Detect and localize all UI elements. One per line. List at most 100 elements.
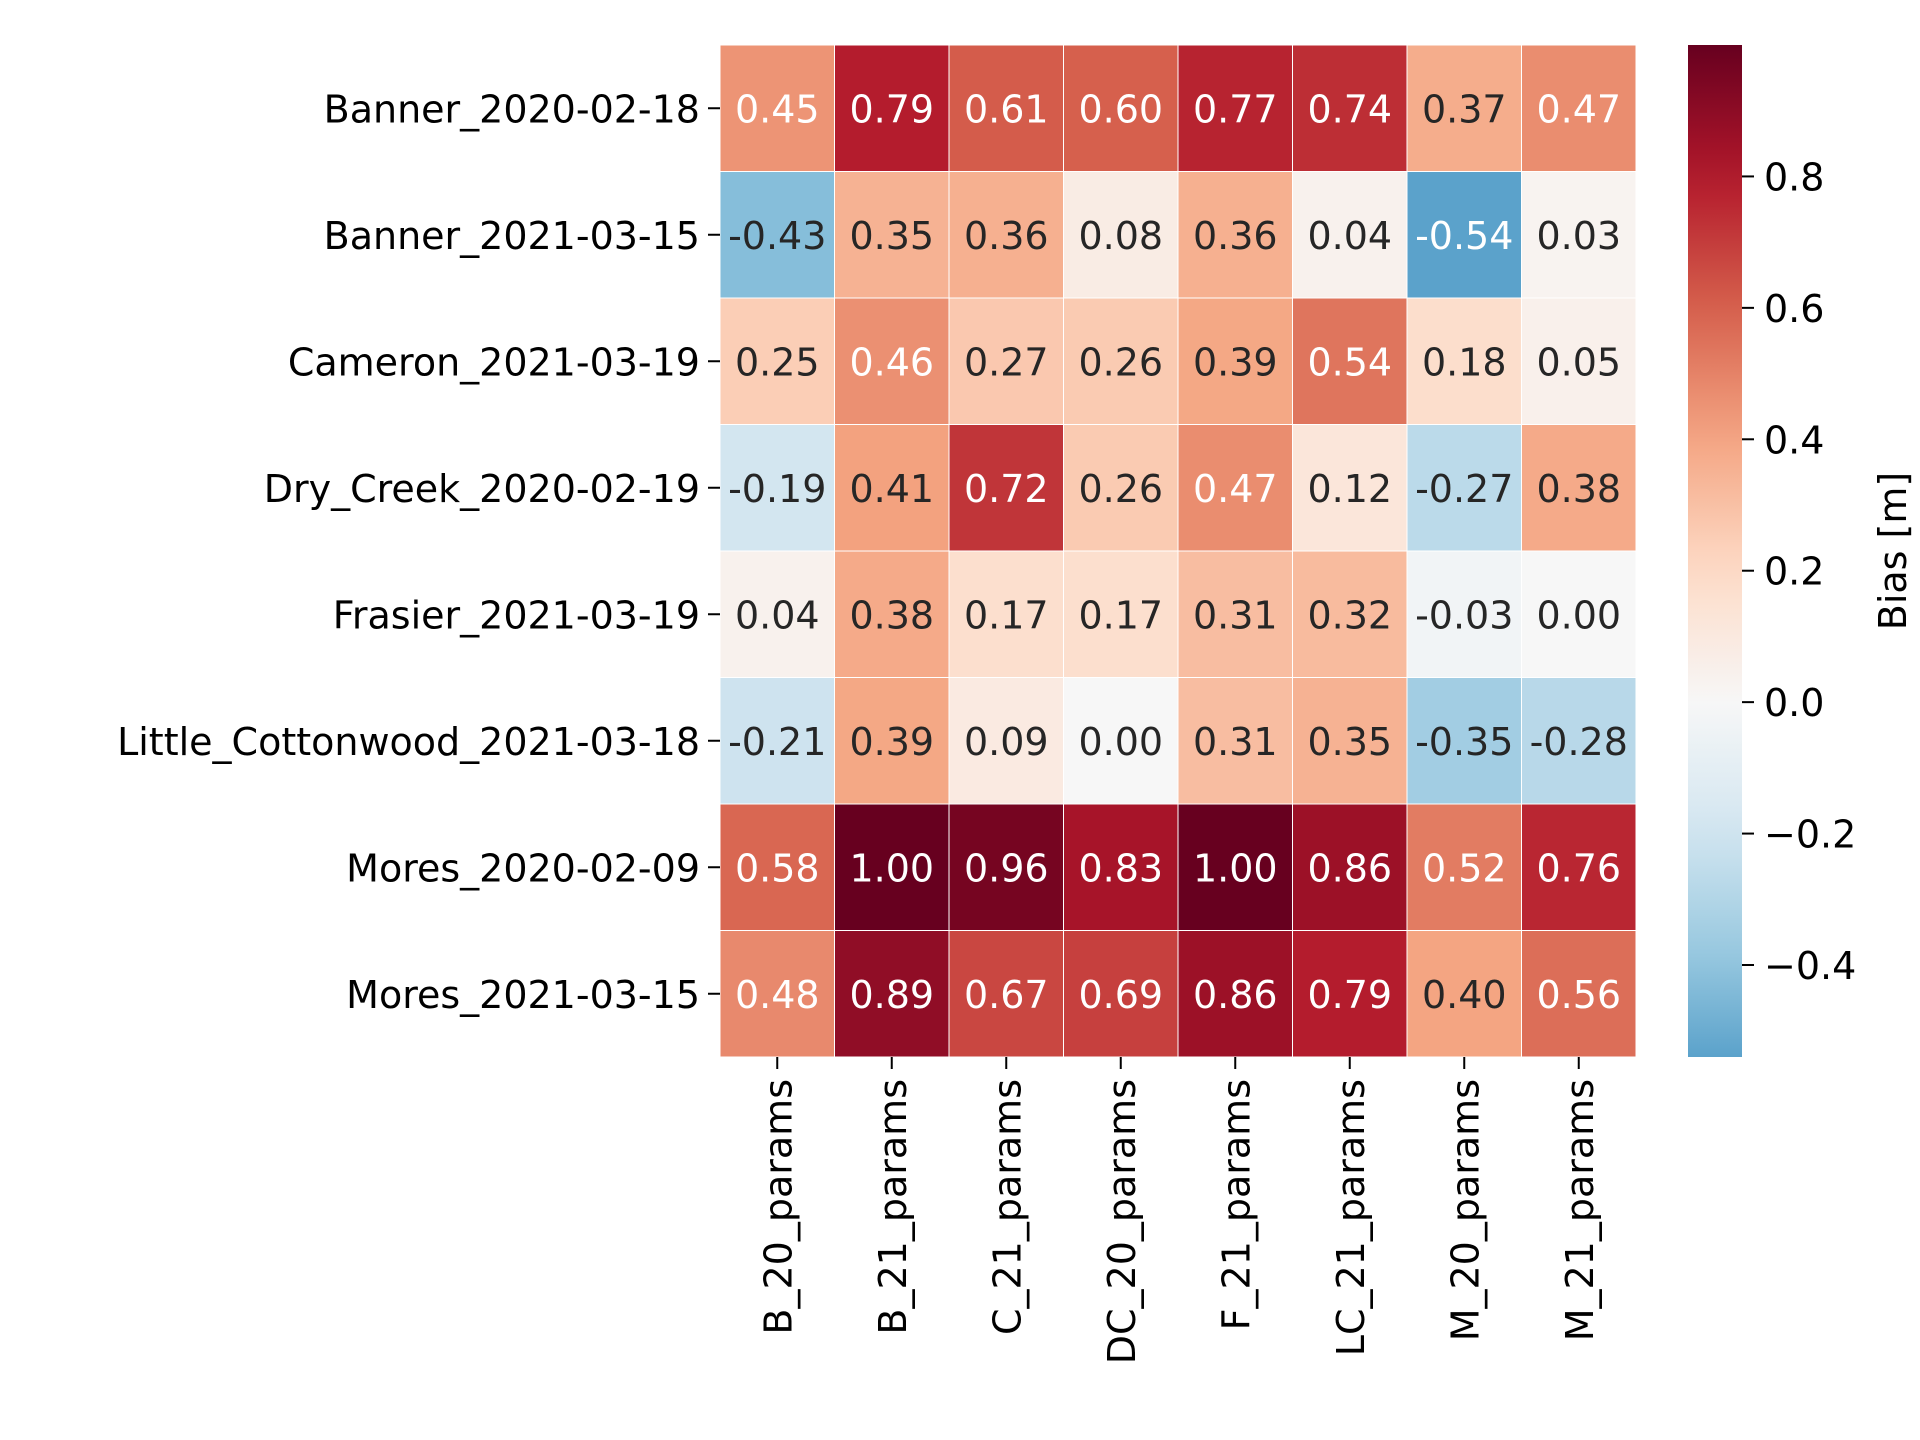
cell-value-label: 0.47	[1536, 87, 1621, 131]
cell-value-label: 0.00	[1078, 720, 1163, 764]
heatmap-cell	[1177, 44, 1293, 172]
heatmap-cell	[1521, 297, 1637, 425]
heatmap-cell	[834, 297, 950, 425]
cell-value-label: 0.47	[1193, 467, 1278, 511]
cell-value-label: 0.52	[1422, 846, 1507, 890]
cell-value-label: -0.03	[1415, 593, 1513, 637]
heatmap-cell	[1406, 803, 1522, 931]
heatmap-cell	[1292, 803, 1408, 931]
colorbar-tick-label: 0.2	[1764, 550, 1824, 594]
column-label: B_21_params	[871, 1079, 915, 1335]
heatmap-cell	[834, 171, 950, 299]
row-label: Little_Cottonwood_2021-03-18	[117, 720, 700, 764]
column-label: C_21_params	[985, 1079, 1029, 1335]
cell-value-label: 0.69	[1078, 973, 1163, 1017]
cell-value-label: 0.38	[1536, 467, 1621, 511]
colorbar-ticks: 0.8 0.6 0.4 0.2 0.0 −0.2 −0.4	[1742, 155, 1856, 988]
heatmap-cell	[1521, 550, 1637, 678]
colorbar-tick-label: 0.4	[1764, 418, 1824, 462]
heatmap-cell	[1521, 930, 1637, 1058]
row-label: Banner_2020-02-18	[324, 87, 700, 131]
cell-value-label: 0.04	[735, 593, 820, 637]
heatmap-cell	[1177, 424, 1293, 552]
heatmap-cell	[1292, 44, 1408, 172]
cell-value-label: 0.79	[849, 87, 934, 131]
row-label: Mores_2021-03-15	[346, 973, 700, 1017]
colorbar-tick-label: −0.2	[1764, 813, 1856, 857]
cell-value-label: 0.86	[1307, 846, 1392, 890]
heatmap-cell	[948, 930, 1064, 1058]
column-label: M_20_params	[1443, 1079, 1487, 1341]
cell-value-label: 0.61	[964, 87, 1049, 131]
heatmap-cell	[1063, 550, 1179, 678]
heatmap-cell	[1177, 803, 1293, 931]
heatmap-cell	[834, 803, 950, 931]
cell-value-label: 0.35	[1307, 720, 1392, 764]
cell-value-label: 0.41	[849, 467, 934, 511]
cell-value-label: 0.08	[1078, 214, 1163, 258]
cell-value-label: 0.03	[1536, 214, 1621, 258]
cell-value-label: 0.05	[1536, 340, 1621, 384]
cell-value-label: 0.60	[1078, 87, 1163, 131]
column-label: B_20_params	[756, 1079, 800, 1335]
heatmap-cell	[1521, 803, 1637, 931]
heatmap-cell	[1406, 677, 1522, 805]
column-label: M_21_params	[1558, 1079, 1602, 1341]
row-label: Frasier_2021-03-19	[333, 593, 700, 637]
heatmap-cell	[1406, 297, 1522, 425]
cell-value-label: -0.27	[1415, 467, 1513, 511]
column-label: F_21_params	[1214, 1079, 1258, 1330]
cell-value-label: 0.56	[1536, 973, 1621, 1017]
cell-value-label: 0.39	[849, 720, 934, 764]
cell-value-label: 0.26	[1078, 467, 1163, 511]
heatmap-cell	[948, 424, 1064, 552]
heatmap-cell	[1063, 297, 1179, 425]
cell-value-label: 0.76	[1536, 846, 1621, 890]
heatmap-cell	[1292, 171, 1408, 299]
cell-value-label: 0.67	[964, 973, 1049, 1017]
cell-value-label: 0.09	[964, 720, 1049, 764]
cell-value-label: 0.04	[1307, 214, 1392, 258]
cell-value-label: 0.40	[1422, 973, 1507, 1017]
cell-value-label: 0.31	[1193, 593, 1278, 637]
colorbar-tick-label: 0.8	[1764, 155, 1824, 199]
cell-value-label: 0.89	[849, 973, 934, 1017]
heatmap-cell	[1177, 297, 1293, 425]
column-label: DC_20_params	[1100, 1079, 1144, 1364]
cell-value-label: 0.48	[735, 973, 820, 1017]
cell-value-label: 0.83	[1078, 846, 1163, 890]
cell-value-label: 0.32	[1307, 593, 1392, 637]
cell-value-label: -0.35	[1415, 720, 1513, 764]
heatmap-cell	[948, 550, 1064, 678]
row-label: Dry_Creek_2020-02-19	[264, 467, 700, 511]
cell-value-label: -0.28	[1530, 720, 1628, 764]
row-label: Cameron_2021-03-19	[288, 340, 700, 384]
row-labels: Banner_2020-02-18 Banner_2021-03-15 Camero…	[117, 87, 720, 1017]
heatmap-cell	[719, 803, 835, 931]
cell-value-label: 0.27	[964, 340, 1049, 384]
heatmap-cell	[1063, 171, 1179, 299]
cell-value-label: 0.86	[1193, 973, 1278, 1017]
cell-value-label: 0.77	[1193, 87, 1278, 131]
column-label: LC_21_params	[1329, 1079, 1373, 1356]
cell-value-label: 0.17	[964, 593, 1049, 637]
colorbar-tick-label: 0.6	[1764, 287, 1824, 331]
heatmap-cell	[1292, 677, 1408, 805]
heatmap-cell	[719, 424, 835, 552]
cell-value-label: -0.19	[728, 467, 826, 511]
cell-value-label: 0.74	[1307, 87, 1392, 131]
heatmap-cell	[1521, 171, 1637, 299]
cell-value-label: 0.39	[1193, 340, 1278, 384]
colorbar-gradient	[1688, 45, 1742, 1057]
cell-value-label: -0.43	[728, 214, 826, 258]
row-label: Banner_2021-03-15	[324, 214, 700, 258]
cell-value-label: 0.36	[964, 214, 1049, 258]
cell-value-label: 0.38	[849, 593, 934, 637]
cell-value-label: 0.17	[1078, 593, 1163, 637]
heatmap-cell	[1521, 677, 1637, 805]
heatmap-cell	[1177, 677, 1293, 805]
cell-value-label: 0.72	[964, 467, 1049, 511]
cell-value-label: 1.00	[849, 846, 934, 890]
heatmap-cell	[948, 677, 1064, 805]
